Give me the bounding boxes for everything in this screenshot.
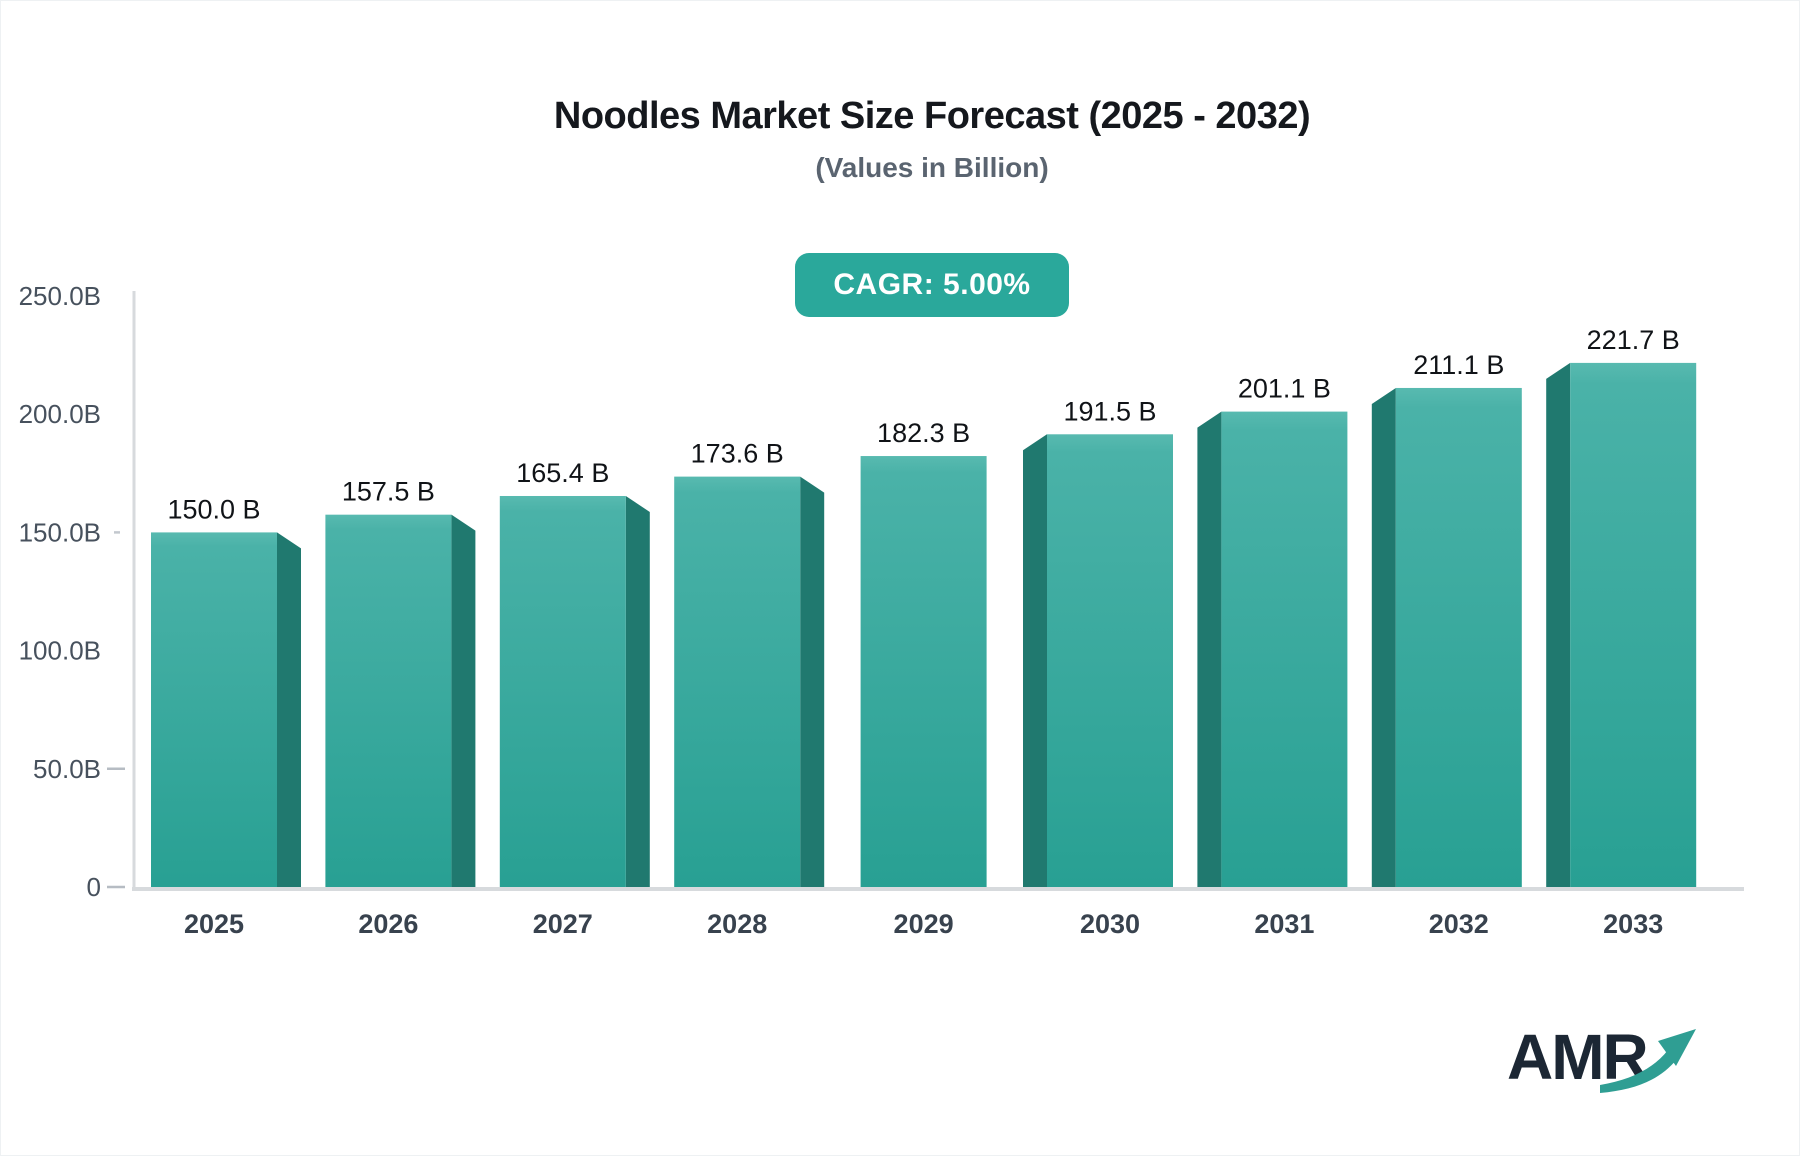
x-tick-label: 2025 <box>184 909 244 939</box>
bar-side-face <box>1197 411 1222 887</box>
y-tick-label: 100.0B <box>19 636 101 666</box>
value-label: 191.5 B <box>1063 396 1156 426</box>
y-tick-label: 200.0B <box>19 399 101 429</box>
value-label: 150.0 B <box>167 494 260 524</box>
value-label: 221.7 B <box>1587 325 1680 355</box>
x-tick-label: 2027 <box>533 909 593 939</box>
x-tick-label: 2033 <box>1603 909 1663 939</box>
amr-logo-arrow-icon <box>1600 1029 1696 1093</box>
bar-2026 <box>325 514 452 887</box>
x-tick-label: 2032 <box>1429 909 1489 939</box>
bar-2025 <box>151 532 277 887</box>
x-tick-label: 2031 <box>1254 909 1314 939</box>
bar-2032 <box>1395 387 1522 887</box>
value-label: 201.1 B <box>1238 374 1331 404</box>
bar-side-face <box>800 476 825 887</box>
y-tick-label: 0 <box>87 872 101 902</box>
value-label: 157.5 B <box>342 477 435 507</box>
value-label: 173.6 B <box>691 439 784 469</box>
bar-side-face <box>451 514 476 887</box>
bar-side-face <box>1371 387 1396 887</box>
amr-logo-text: AMR <box>1507 1021 1649 1093</box>
amr-logo: AMR <box>1507 1023 1707 1115</box>
chart-header: Noodles Market Size Forecast (2025 - 203… <box>65 95 1799 184</box>
bar-2028 <box>674 476 801 887</box>
x-tick-label: 2029 <box>894 909 954 939</box>
y-tick-label: 50.0B <box>33 754 101 784</box>
bar-side-face <box>1546 362 1571 887</box>
value-label: 211.1 B <box>1413 350 1504 380</box>
bar-2033 <box>1570 362 1697 887</box>
y-tick-label: 150.0B <box>19 517 101 547</box>
bar-2029 <box>860 456 987 887</box>
x-tick-label: 2030 <box>1080 909 1140 939</box>
bar-2030 <box>1047 434 1173 887</box>
cagr-badge-row: CAGR: 5.00% <box>65 253 1799 317</box>
bar-side-face <box>277 532 301 887</box>
y-tick-label: 250.0B <box>19 281 101 311</box>
bar-side-face <box>1023 434 1047 887</box>
value-label: 165.4 B <box>516 458 609 488</box>
chart-title: Noodles Market Size Forecast (2025 - 203… <box>553 95 1311 137</box>
cagr-badge: CAGR: 5.00% <box>795 253 1069 317</box>
x-tick-label: 2026 <box>358 909 418 939</box>
chart-subtitle: (Values in Billion) <box>815 152 1049 183</box>
x-tick-label: 2028 <box>707 909 767 939</box>
value-label: 182.3 B <box>877 418 970 448</box>
bar-2027 <box>499 495 626 887</box>
bar-2031 <box>1221 411 1348 887</box>
bar-side-face <box>625 495 650 887</box>
